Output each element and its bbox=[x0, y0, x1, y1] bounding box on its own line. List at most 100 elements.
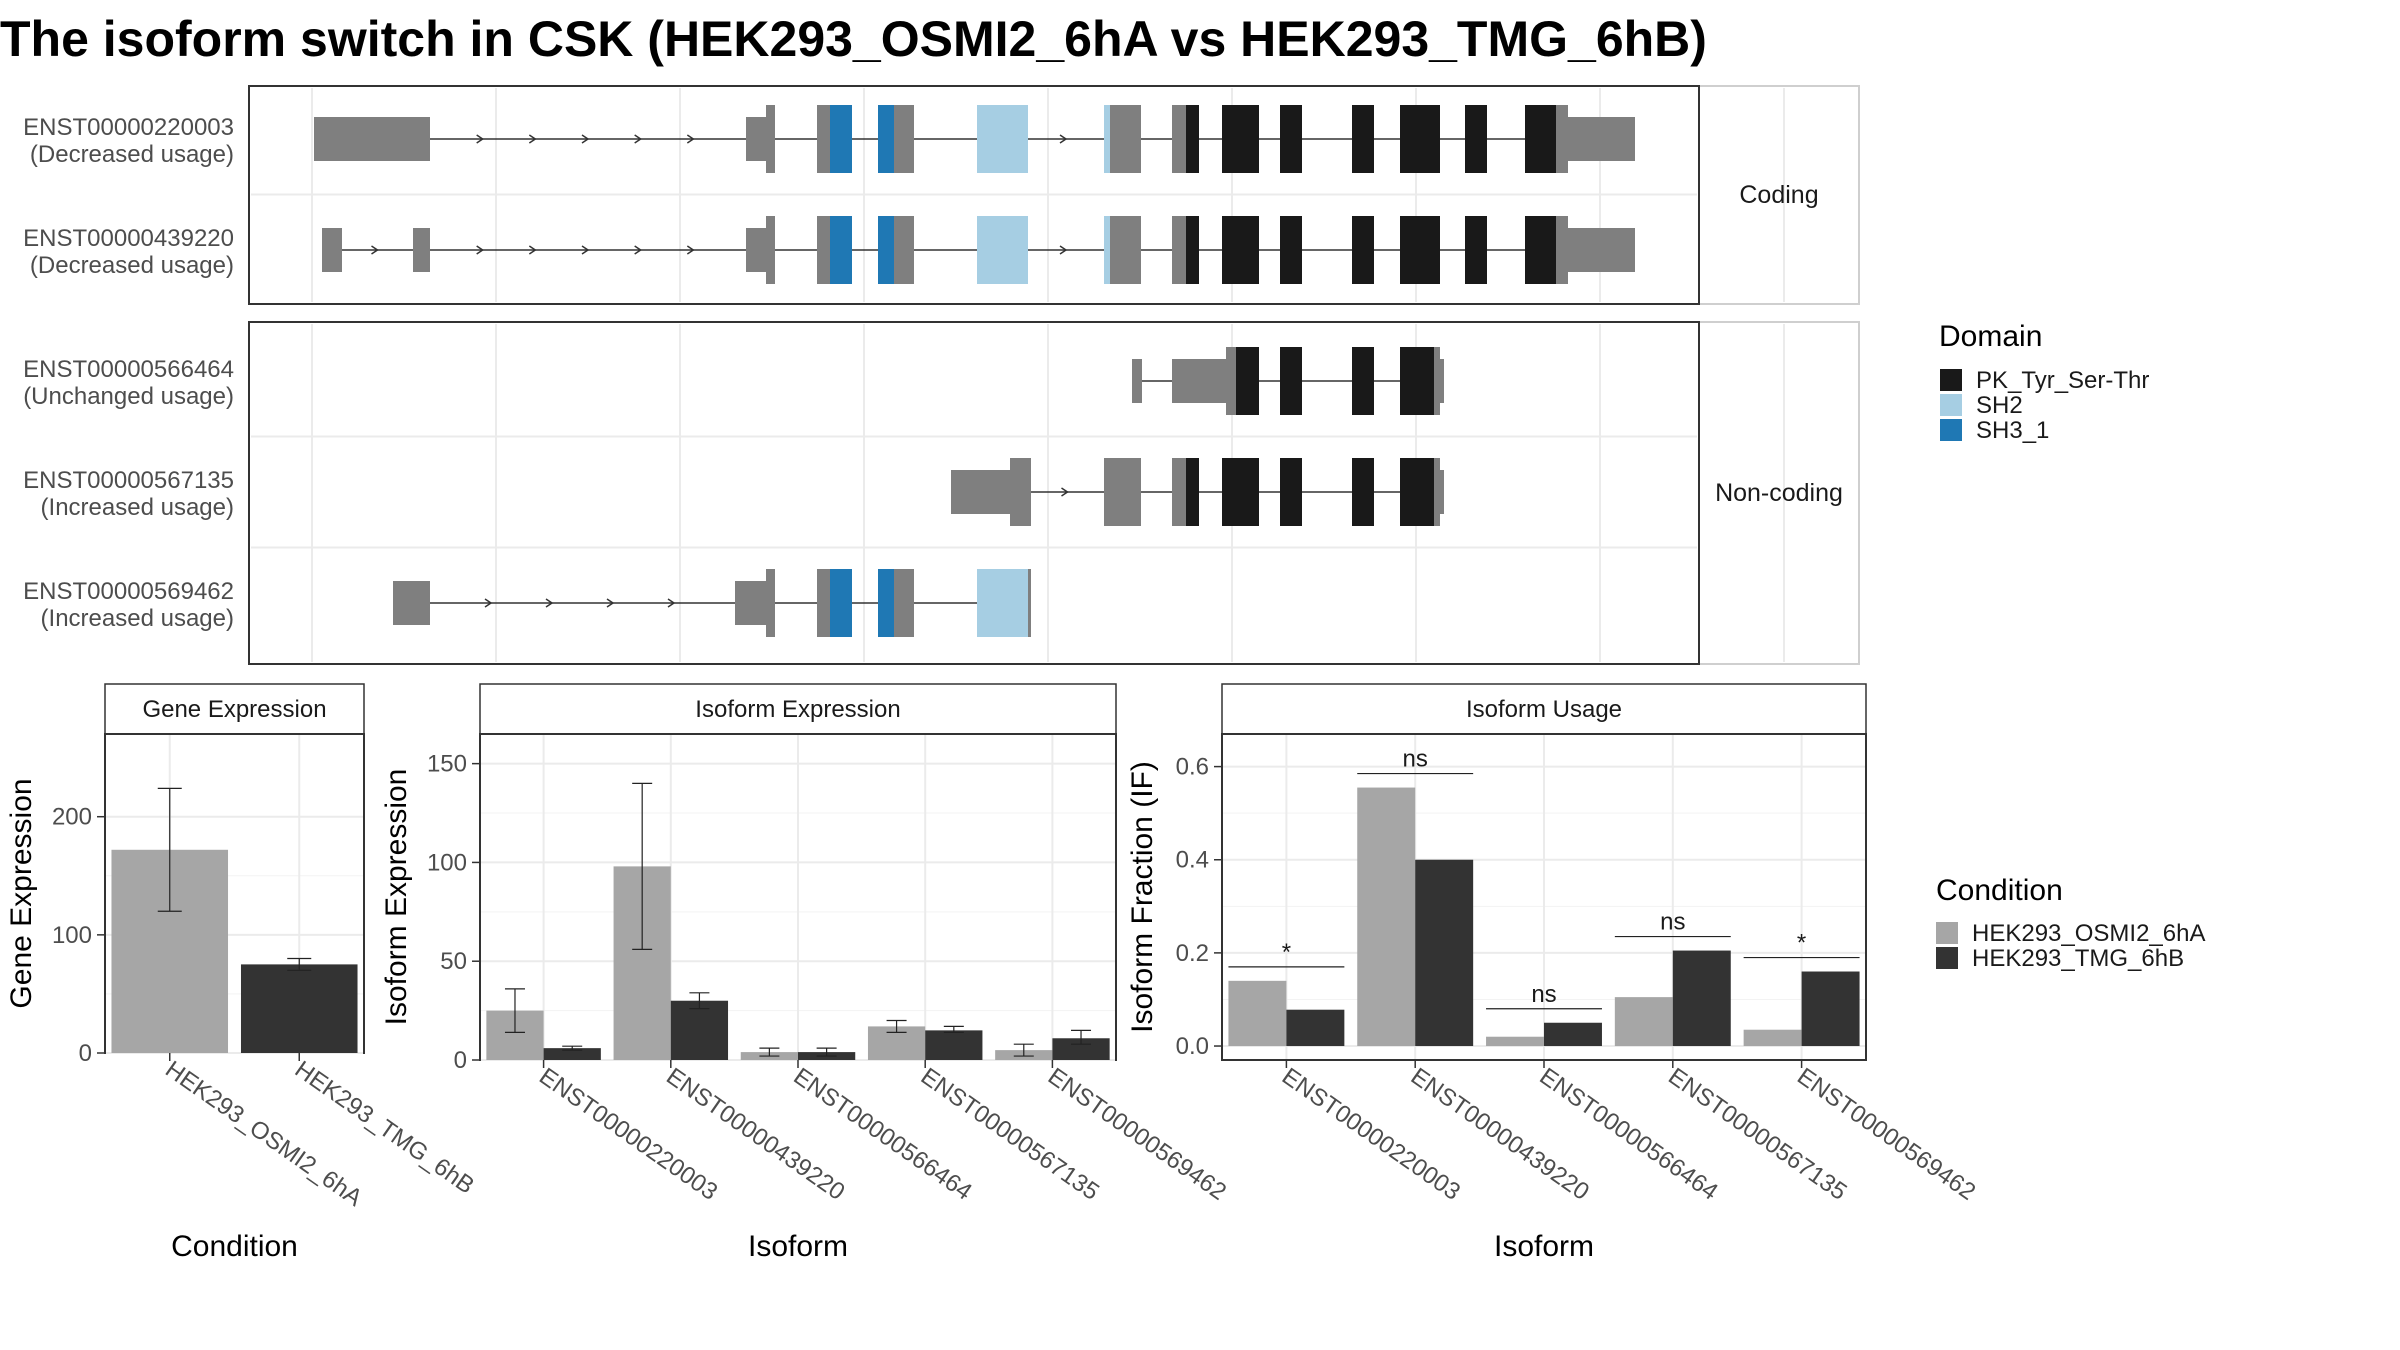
domain-block bbox=[1400, 216, 1440, 284]
strand-arrow bbox=[634, 134, 643, 144]
domain-block bbox=[1280, 105, 1302, 173]
exon-block bbox=[1104, 458, 1141, 526]
exon-block bbox=[894, 105, 914, 173]
exon-block bbox=[1556, 105, 1568, 173]
bar bbox=[1614, 997, 1673, 1047]
exon-block bbox=[1110, 105, 1141, 173]
bar bbox=[1357, 787, 1416, 1047]
exon-block bbox=[766, 569, 775, 637]
transcript-id-label: ENST00000439220 bbox=[23, 225, 234, 252]
strand-arrow bbox=[667, 598, 676, 608]
domain-block bbox=[1400, 458, 1434, 526]
figure-title: The isoform switch in CSK (HEK293_OSMI2_… bbox=[0, 11, 1707, 67]
y-tick-label: 0.2 bbox=[1176, 940, 1209, 967]
bar bbox=[670, 1000, 729, 1060]
domain-block bbox=[1186, 458, 1199, 526]
domain-block bbox=[1465, 105, 1487, 173]
exon-block bbox=[894, 216, 914, 284]
domain-legend-swatch bbox=[1940, 369, 1962, 391]
domain-block bbox=[1352, 216, 1374, 284]
domain-block bbox=[1352, 458, 1374, 526]
y-axis-label: Isoform Fraction (IF) bbox=[1126, 761, 1159, 1033]
exon-block bbox=[1434, 458, 1440, 526]
domain-legend-swatch bbox=[1940, 394, 1962, 416]
bar bbox=[1286, 1009, 1345, 1047]
exon-block bbox=[1440, 470, 1444, 514]
facet-strip bbox=[104, 683, 365, 735]
transcript-structure-panel: Coding ENST00000220003(Decreased usage) EN… bbox=[23, 85, 1860, 665]
exon-block bbox=[1132, 359, 1142, 403]
strand-arrow bbox=[1061, 487, 1069, 497]
domain-block bbox=[977, 105, 1028, 173]
condition-legend-swatch bbox=[1936, 922, 1958, 944]
domain-block bbox=[830, 569, 852, 637]
transcript-usage-label: (Decreased usage) bbox=[30, 141, 234, 168]
exon-block bbox=[1010, 458, 1031, 526]
exon-block bbox=[1110, 216, 1141, 284]
facet-strip bbox=[1221, 683, 1867, 735]
transcript-id-label: ENST00000220003 bbox=[23, 114, 234, 141]
domain-block bbox=[830, 216, 852, 284]
isoform-usage-chart: Isoform Usage0.00.20.40.6ENST00000220003… bbox=[1126, 683, 1980, 1263]
exon-block bbox=[1434, 347, 1440, 415]
domain-block bbox=[878, 105, 894, 173]
significance-label: * bbox=[1282, 939, 1291, 966]
exon-block bbox=[1556, 216, 1568, 284]
bar bbox=[1052, 1038, 1110, 1060]
significance-label: ns bbox=[1531, 981, 1556, 1008]
bar bbox=[925, 1030, 983, 1060]
x-axis-label: Isoform bbox=[748, 1230, 848, 1263]
bar bbox=[1486, 1036, 1544, 1047]
domain-block bbox=[1400, 105, 1440, 173]
chart-title: Isoform Usage bbox=[1466, 696, 1622, 723]
exon-block bbox=[1172, 216, 1186, 284]
facet-strip-label: Non-coding bbox=[1715, 479, 1843, 507]
facet-strip-label: Coding bbox=[1739, 181, 1818, 209]
exon-block bbox=[1568, 117, 1635, 161]
y-tick-label: 100 bbox=[52, 922, 92, 949]
domain-block bbox=[1104, 216, 1110, 284]
exon-block bbox=[393, 581, 430, 625]
y-tick-label: 0.0 bbox=[1176, 1033, 1209, 1060]
y-axis-label: Isoform Expression bbox=[380, 769, 413, 1026]
y-tick-label: 100 bbox=[427, 849, 467, 876]
exon-block bbox=[1440, 359, 1444, 403]
exon-block bbox=[817, 105, 830, 173]
significance-label: * bbox=[1797, 930, 1806, 957]
exon-block bbox=[322, 228, 342, 272]
significance-label: ns bbox=[1660, 909, 1685, 936]
strand-arrow bbox=[581, 245, 590, 255]
x-axis-label: Isoform bbox=[1494, 1230, 1594, 1263]
domain-block bbox=[878, 216, 894, 284]
bar bbox=[1544, 1022, 1602, 1047]
strand-arrow bbox=[476, 134, 485, 144]
domain-block bbox=[1280, 216, 1302, 284]
domain-block bbox=[1465, 216, 1487, 284]
transcript-id-label: ENST00000569462 bbox=[23, 578, 234, 605]
exon-block bbox=[1172, 359, 1236, 403]
isoform-expression-chart: Isoform Expression050100150ENST000002200… bbox=[380, 683, 1231, 1263]
y-tick-label: 0 bbox=[79, 1040, 92, 1067]
significance-label: ns bbox=[1403, 746, 1428, 773]
exon-block bbox=[951, 470, 1010, 514]
strand-arrow bbox=[686, 245, 695, 255]
exon-block bbox=[1568, 228, 1635, 272]
condition-legend-label: HEK293_OSMI2_6hA bbox=[1972, 920, 2205, 947]
condition-legend-label: HEK293_TMG_6hB bbox=[1972, 945, 2184, 972]
domain-block bbox=[1222, 458, 1259, 526]
exon-block bbox=[1226, 347, 1236, 415]
bar bbox=[1801, 971, 1860, 1047]
strand-arrow bbox=[528, 245, 537, 255]
domain-block bbox=[1280, 458, 1302, 526]
y-tick-label: 50 bbox=[440, 948, 467, 975]
y-axis-label: Gene Expression bbox=[5, 778, 38, 1008]
domain-block bbox=[977, 216, 1028, 284]
facet-strip bbox=[479, 683, 1117, 735]
strand-arrow bbox=[606, 598, 615, 608]
bar bbox=[1228, 980, 1287, 1047]
domain-block bbox=[1280, 347, 1302, 415]
exon-block bbox=[817, 569, 830, 637]
